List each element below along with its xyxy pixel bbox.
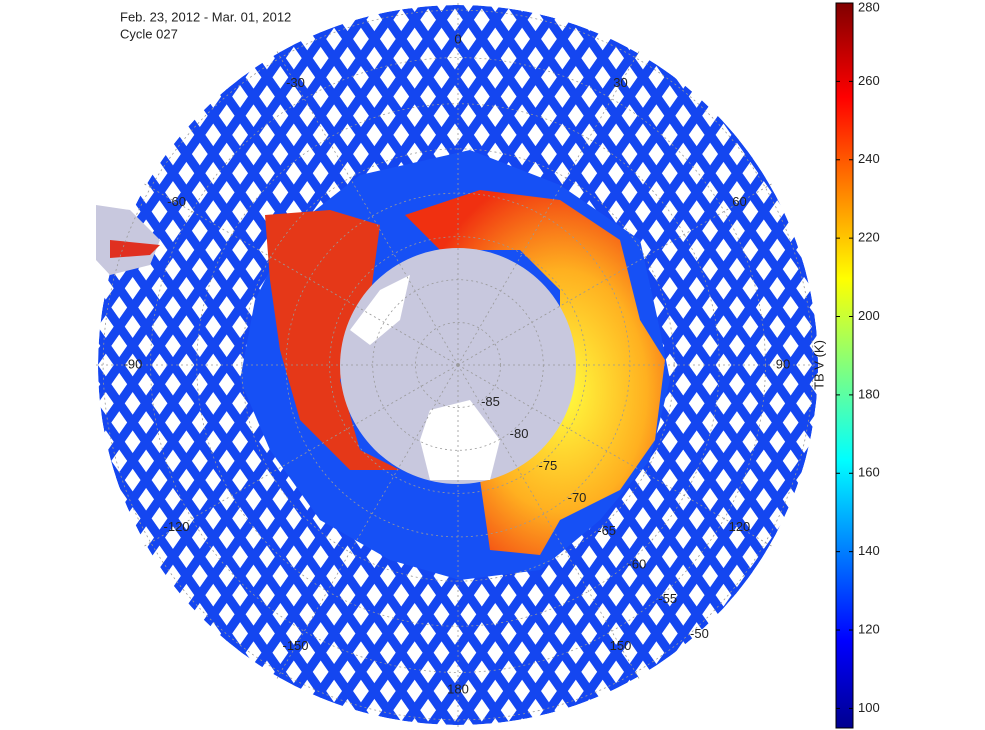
colorbar-tick-label: 240 [858,151,880,166]
lon-label: -150 [282,638,308,653]
title: Feb. 23, 2012 - Mar. 01, 2012 [120,9,291,24]
lon-label: -60 [167,194,186,209]
lat-circle [329,236,587,494]
colorbar-tick-label: 140 [858,543,880,558]
colorbar-tick-label: 160 [858,465,880,480]
lat-label: -60 [627,557,646,572]
meridian [457,48,641,366]
colorbar-tick-label: 220 [858,230,880,245]
lon-label: 150 [610,638,632,653]
lat-label: -50 [690,626,709,641]
colorbar-tick-label: 280 [858,0,880,14]
meridian [141,364,459,548]
warm-data [265,210,400,470]
lon-label: 60 [732,194,746,209]
lon-label: 120 [729,519,751,534]
colorbar [835,2,854,729]
lon-label: 30 [613,75,627,90]
colorbar-tick-label: 100 [858,700,880,715]
lat-circle [150,57,766,673]
lon-label: 180 [447,681,469,696]
land [420,400,500,480]
lon-label: 90 [776,356,790,371]
meridian [275,364,459,682]
lon-label: -120 [164,519,190,534]
lon-label: -90 [124,356,143,371]
lon-label: -30 [286,75,305,90]
lat-label: -85 [481,394,500,409]
colorbar-tick-label: 200 [858,308,880,323]
meridian [457,364,775,548]
meridian [457,364,641,682]
data-patch [110,240,160,258]
meridian [275,48,459,366]
lat-label: -70 [568,490,587,505]
lat-label: -65 [597,523,616,538]
colorbar-tick-label: 180 [858,386,880,401]
colorbar-tick-label: 120 [858,621,880,636]
land [350,275,410,345]
lon-label: 0 [454,31,461,46]
lat-label: -75 [538,458,557,473]
lat-label: -55 [658,591,677,606]
lat-circle [102,9,814,721]
subtitle: Cycle 027 [120,26,178,41]
meridian [457,182,775,366]
warm-data [405,190,665,555]
meridian [141,182,459,366]
lat-circle [415,322,501,408]
lat-label: -80 [510,426,529,441]
colorbar-tick-label: 260 [858,73,880,88]
